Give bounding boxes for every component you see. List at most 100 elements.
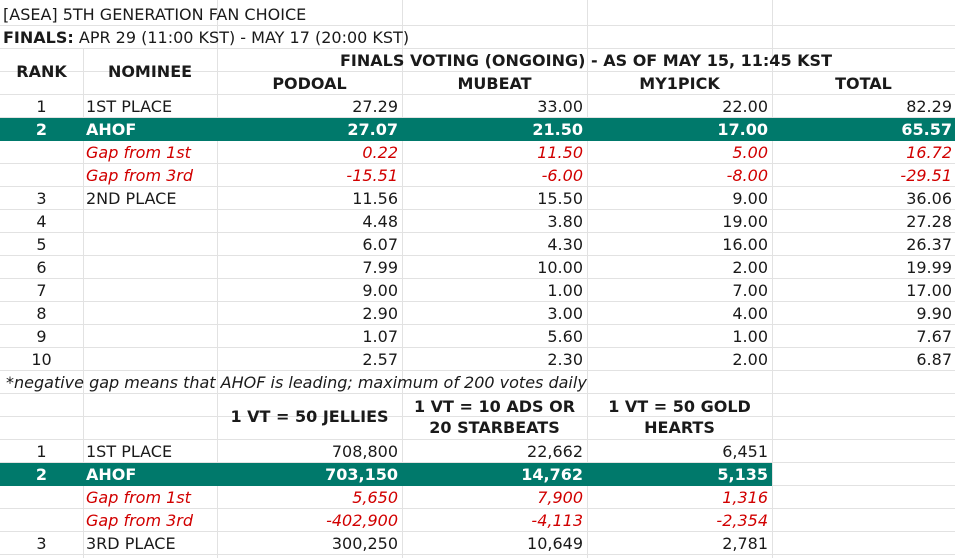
finals-cell-rank[interactable]: 8 bbox=[36, 304, 47, 323]
finals-cell-total[interactable]: 16.72 bbox=[906, 143, 952, 162]
finals-cell-my1pick[interactable]: 7.00 bbox=[732, 281, 768, 300]
finals-cell-total[interactable]: 36.06 bbox=[906, 189, 952, 208]
finals-cell-rank[interactable]: 5 bbox=[36, 235, 47, 254]
header-mubeat[interactable]: MUBEAT bbox=[457, 74, 532, 93]
finals-cell-mubeat[interactable]: 4.30 bbox=[547, 235, 583, 254]
conversion-cell-nominee[interactable]: Gap from 1st bbox=[86, 488, 191, 507]
finals-cell-rank[interactable]: 2 bbox=[35, 120, 48, 139]
finals-cell-my1pick[interactable]: 2.00 bbox=[732, 350, 768, 369]
finals-cell-mubeat[interactable]: 1.00 bbox=[547, 281, 583, 300]
finals-cell-my1pick[interactable]: 17.00 bbox=[717, 120, 768, 139]
conversion-cell-mubeat[interactable]: 22,662 bbox=[527, 442, 583, 461]
conversion-cell-podoal[interactable]: -402,900 bbox=[326, 511, 398, 530]
conversion-cell-my1pick[interactable]: 2,781 bbox=[722, 534, 768, 553]
finals-cell-podoal[interactable]: 11.56 bbox=[352, 189, 398, 208]
finals-cell-rank[interactable]: 3 bbox=[36, 189, 47, 208]
header-nominee[interactable]: NOMINEE bbox=[107, 62, 193, 81]
finals-cell-podoal[interactable]: 27.29 bbox=[352, 97, 398, 116]
header-podoal[interactable]: PODOAL bbox=[272, 74, 347, 93]
finals-cell-podoal[interactable]: 7.99 bbox=[362, 258, 398, 277]
finals-cell-podoal[interactable]: 2.57 bbox=[362, 350, 398, 369]
finals-cell-total[interactable]: 26.37 bbox=[906, 235, 952, 254]
finals-cell-my1pick[interactable]: 22.00 bbox=[722, 97, 768, 116]
finals-cell-total[interactable]: -29.51 bbox=[900, 166, 952, 185]
finals-cell-podoal[interactable]: 27.07 bbox=[347, 120, 398, 139]
header2-my1pick[interactable]: 1 VT = 50 GOLD HEARTS bbox=[587, 394, 772, 440]
conversion-cell-podoal[interactable]: 703,150 bbox=[325, 465, 398, 484]
finals-cell-nominee[interactable] bbox=[83, 256, 217, 279]
finals-cell-mubeat[interactable]: 21.50 bbox=[532, 120, 583, 139]
finals-cell-total[interactable]: 9.90 bbox=[916, 304, 952, 323]
finals-cell-podoal[interactable]: 0.22 bbox=[362, 143, 398, 162]
conversion-cell-podoal[interactable]: 5,650 bbox=[352, 488, 398, 507]
finals-cell-rank[interactable]: 4 bbox=[36, 212, 47, 231]
finals-cell-my1pick[interactable]: 9.00 bbox=[732, 189, 768, 208]
conversion-cell-nominee[interactable]: 3RD PLACE bbox=[86, 534, 176, 553]
conversion-cell-mubeat[interactable]: 10,649 bbox=[527, 534, 583, 553]
finals-cell-nominee[interactable]: AHOF bbox=[86, 120, 137, 139]
finals-cell-mubeat[interactable]: 15.50 bbox=[537, 189, 583, 208]
finals-cell-my1pick[interactable]: 2.00 bbox=[732, 258, 768, 277]
finals-cell-rank[interactable] bbox=[0, 164, 83, 187]
finals-cell-total[interactable]: 19.99 bbox=[906, 258, 952, 277]
header2-podoal[interactable]: 1 VT = 50 JELLIES bbox=[230, 407, 389, 426]
finals-cell-my1pick[interactable]: 19.00 bbox=[722, 212, 768, 231]
finals-cell-mubeat[interactable]: 3.80 bbox=[547, 212, 583, 231]
finals-cell-mubeat[interactable]: 10.00 bbox=[537, 258, 583, 277]
conversion-cell-rank[interactable] bbox=[0, 486, 83, 509]
conversion-cell-mubeat[interactable]: 7,900 bbox=[537, 488, 583, 507]
finals-period[interactable]: FINALS: APR 29 (11:00 KST) - MAY 17 (20:… bbox=[3, 26, 409, 49]
finals-cell-nominee[interactable]: 1ST PLACE bbox=[86, 97, 173, 116]
finals-cell-rank[interactable]: 1 bbox=[36, 97, 47, 116]
conversion-cell-my1pick[interactable]: 6,451 bbox=[722, 442, 768, 461]
finals-cell-total[interactable]: 17.00 bbox=[906, 281, 952, 300]
finals-cell-nominee[interactable] bbox=[83, 302, 217, 325]
finals-cell-rank[interactable]: 6 bbox=[36, 258, 47, 277]
finals-cell-rank[interactable]: 7 bbox=[36, 281, 47, 300]
conversion-cell-mubeat[interactable]: -4,113 bbox=[531, 511, 583, 530]
conversion-cell-rank[interactable] bbox=[0, 509, 83, 532]
finals-cell-mubeat[interactable]: 3.00 bbox=[547, 304, 583, 323]
conversion-cell-nominee[interactable]: 1ST PLACE bbox=[86, 442, 173, 461]
finals-cell-my1pick[interactable]: -8.00 bbox=[726, 166, 768, 185]
finals-cell-podoal[interactable]: 2.90 bbox=[362, 304, 398, 323]
conversion-cell-my1pick[interactable]: 5,135 bbox=[717, 465, 768, 484]
finals-cell-total[interactable]: 6.87 bbox=[916, 350, 952, 369]
conversion-cell-nominee[interactable]: Gap from 3rd bbox=[86, 511, 194, 530]
finals-cell-nominee[interactable] bbox=[83, 233, 217, 256]
finals-cell-rank[interactable]: 10 bbox=[31, 350, 52, 369]
conversion-cell-nominee[interactable]: AHOF bbox=[86, 465, 137, 484]
finals-cell-nominee[interactable]: 2ND PLACE bbox=[86, 189, 177, 208]
finals-cell-mubeat[interactable]: 5.60 bbox=[547, 327, 583, 346]
finals-cell-podoal[interactable]: -15.51 bbox=[346, 166, 398, 185]
conversion-cell-rank[interactable]: 3 bbox=[36, 534, 47, 553]
finals-cell-nominee[interactable]: Gap from 3rd bbox=[86, 166, 194, 185]
conversion-cell-mubeat[interactable]: 14,762 bbox=[521, 465, 583, 484]
finals-cell-my1pick[interactable]: 1.00 bbox=[732, 327, 768, 346]
finals-cell-podoal[interactable]: 6.07 bbox=[362, 235, 398, 254]
finals-cell-nominee[interactable] bbox=[83, 325, 217, 348]
conversion-cell-podoal[interactable]: 300,250 bbox=[331, 534, 398, 553]
finals-cell-mubeat[interactable]: -6.00 bbox=[541, 166, 583, 185]
finals-cell-total[interactable]: 27.28 bbox=[906, 212, 952, 231]
header2-mubeat[interactable]: 1 VT = 10 ADS OR 20 STARBEATS bbox=[402, 394, 587, 440]
finals-cell-podoal[interactable]: 9.00 bbox=[362, 281, 398, 300]
finals-cell-my1pick[interactable]: 4.00 bbox=[732, 304, 768, 323]
finals-cell-total[interactable]: 82.29 bbox=[906, 97, 952, 116]
finals-cell-mubeat[interactable]: 33.00 bbox=[537, 97, 583, 116]
sheet-title[interactable]: [ASEA] 5TH GENERATION FAN CHOICE bbox=[3, 5, 307, 24]
header-finals-voting[interactable]: FINALS VOTING (ONGOING) - AS OF MAY 15, … bbox=[340, 51, 832, 70]
conversion-cell-podoal[interactable]: 708,800 bbox=[331, 442, 398, 461]
finals-cell-podoal[interactable]: 1.07 bbox=[362, 327, 398, 346]
finals-cell-rank[interactable] bbox=[0, 141, 83, 164]
finals-cell-rank[interactable]: 9 bbox=[36, 327, 47, 346]
conversion-cell-my1pick[interactable]: -2,354 bbox=[716, 511, 768, 530]
conversion-cell-my1pick[interactable]: 1,316 bbox=[722, 488, 768, 507]
header-total[interactable]: TOTAL bbox=[835, 74, 892, 93]
footnote[interactable]: *negative gap means that AHOF is leading… bbox=[6, 373, 587, 392]
finals-cell-my1pick[interactable]: 5.00 bbox=[732, 143, 768, 162]
finals-cell-total[interactable]: 7.67 bbox=[916, 327, 952, 346]
finals-cell-total[interactable]: 65.57 bbox=[901, 120, 952, 139]
conversion-cell-rank[interactable]: 2 bbox=[35, 465, 48, 484]
finals-cell-mubeat[interactable]: 11.50 bbox=[537, 143, 583, 162]
